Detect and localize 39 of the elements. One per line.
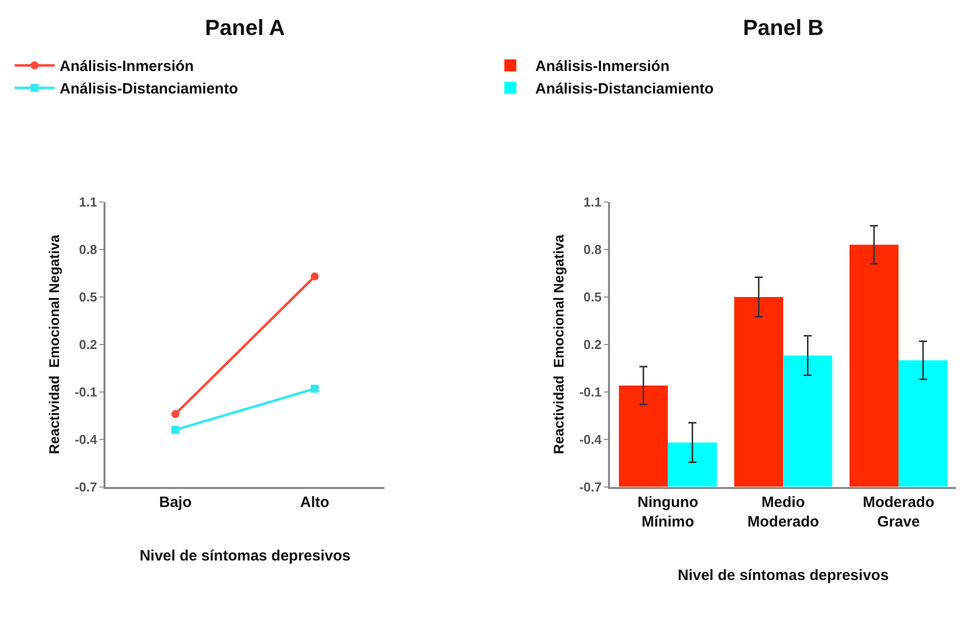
bar [898,360,948,487]
bar [618,386,668,487]
legend-label: Análisis-Inmersión [535,58,670,76]
chart-title: Panel B [743,15,824,40]
point [171,426,180,434]
y-tick-label: -0.7 [74,479,98,494]
bar [668,442,717,487]
x-tick-label: Moderado Grave [862,494,934,530]
x-tick-label: Ninguno Mínimo [637,494,698,530]
x-tick-label: Bajo [159,494,192,511]
x-axis-title: Nivel de síntomas depresivos [140,547,351,564]
bar [850,244,899,487]
y-tick-label: -0.4 [579,432,602,447]
point [310,272,319,280]
y-tick-label: -0.1 [579,384,602,400]
chart-title: Panel A [205,15,285,40]
legend-label: Análisis-Distanciamiento [535,80,714,98]
legend-label: Análisis-Inmersión [60,58,194,76]
point [171,410,180,418]
bar [783,356,832,487]
x-axis-title: Nivel de síntomas depresivos [678,566,889,584]
y-tick-label: 0.2 [79,336,98,352]
y-tick-label: 0.2 [584,336,602,352]
y-axis-title: Reactividad Emocional Negativa [550,234,566,454]
y-tick-label: -0.1 [74,384,98,400]
y-tick-label: 0.8 [79,242,98,258]
y-axis-title: Reactividad Emocional Negativa [46,234,62,454]
bar [734,296,784,487]
y-tick-label: -0.7 [579,479,602,494]
y-tick-label: -0.4 [74,432,98,447]
y-tick-label: 0.8 [584,242,602,258]
y-tick-label: 0.5 [584,290,602,305]
y-tick-label: 1.1 [584,194,602,210]
y-tick-label: 1.1 [79,194,98,210]
legend-label: Análisis-Distanciamiento [60,80,238,98]
x-tick-label: Alto [300,494,330,511]
point [310,384,319,393]
x-tick-label: Medio Moderado [747,494,820,530]
y-tick-label: 0.5 [79,290,98,305]
